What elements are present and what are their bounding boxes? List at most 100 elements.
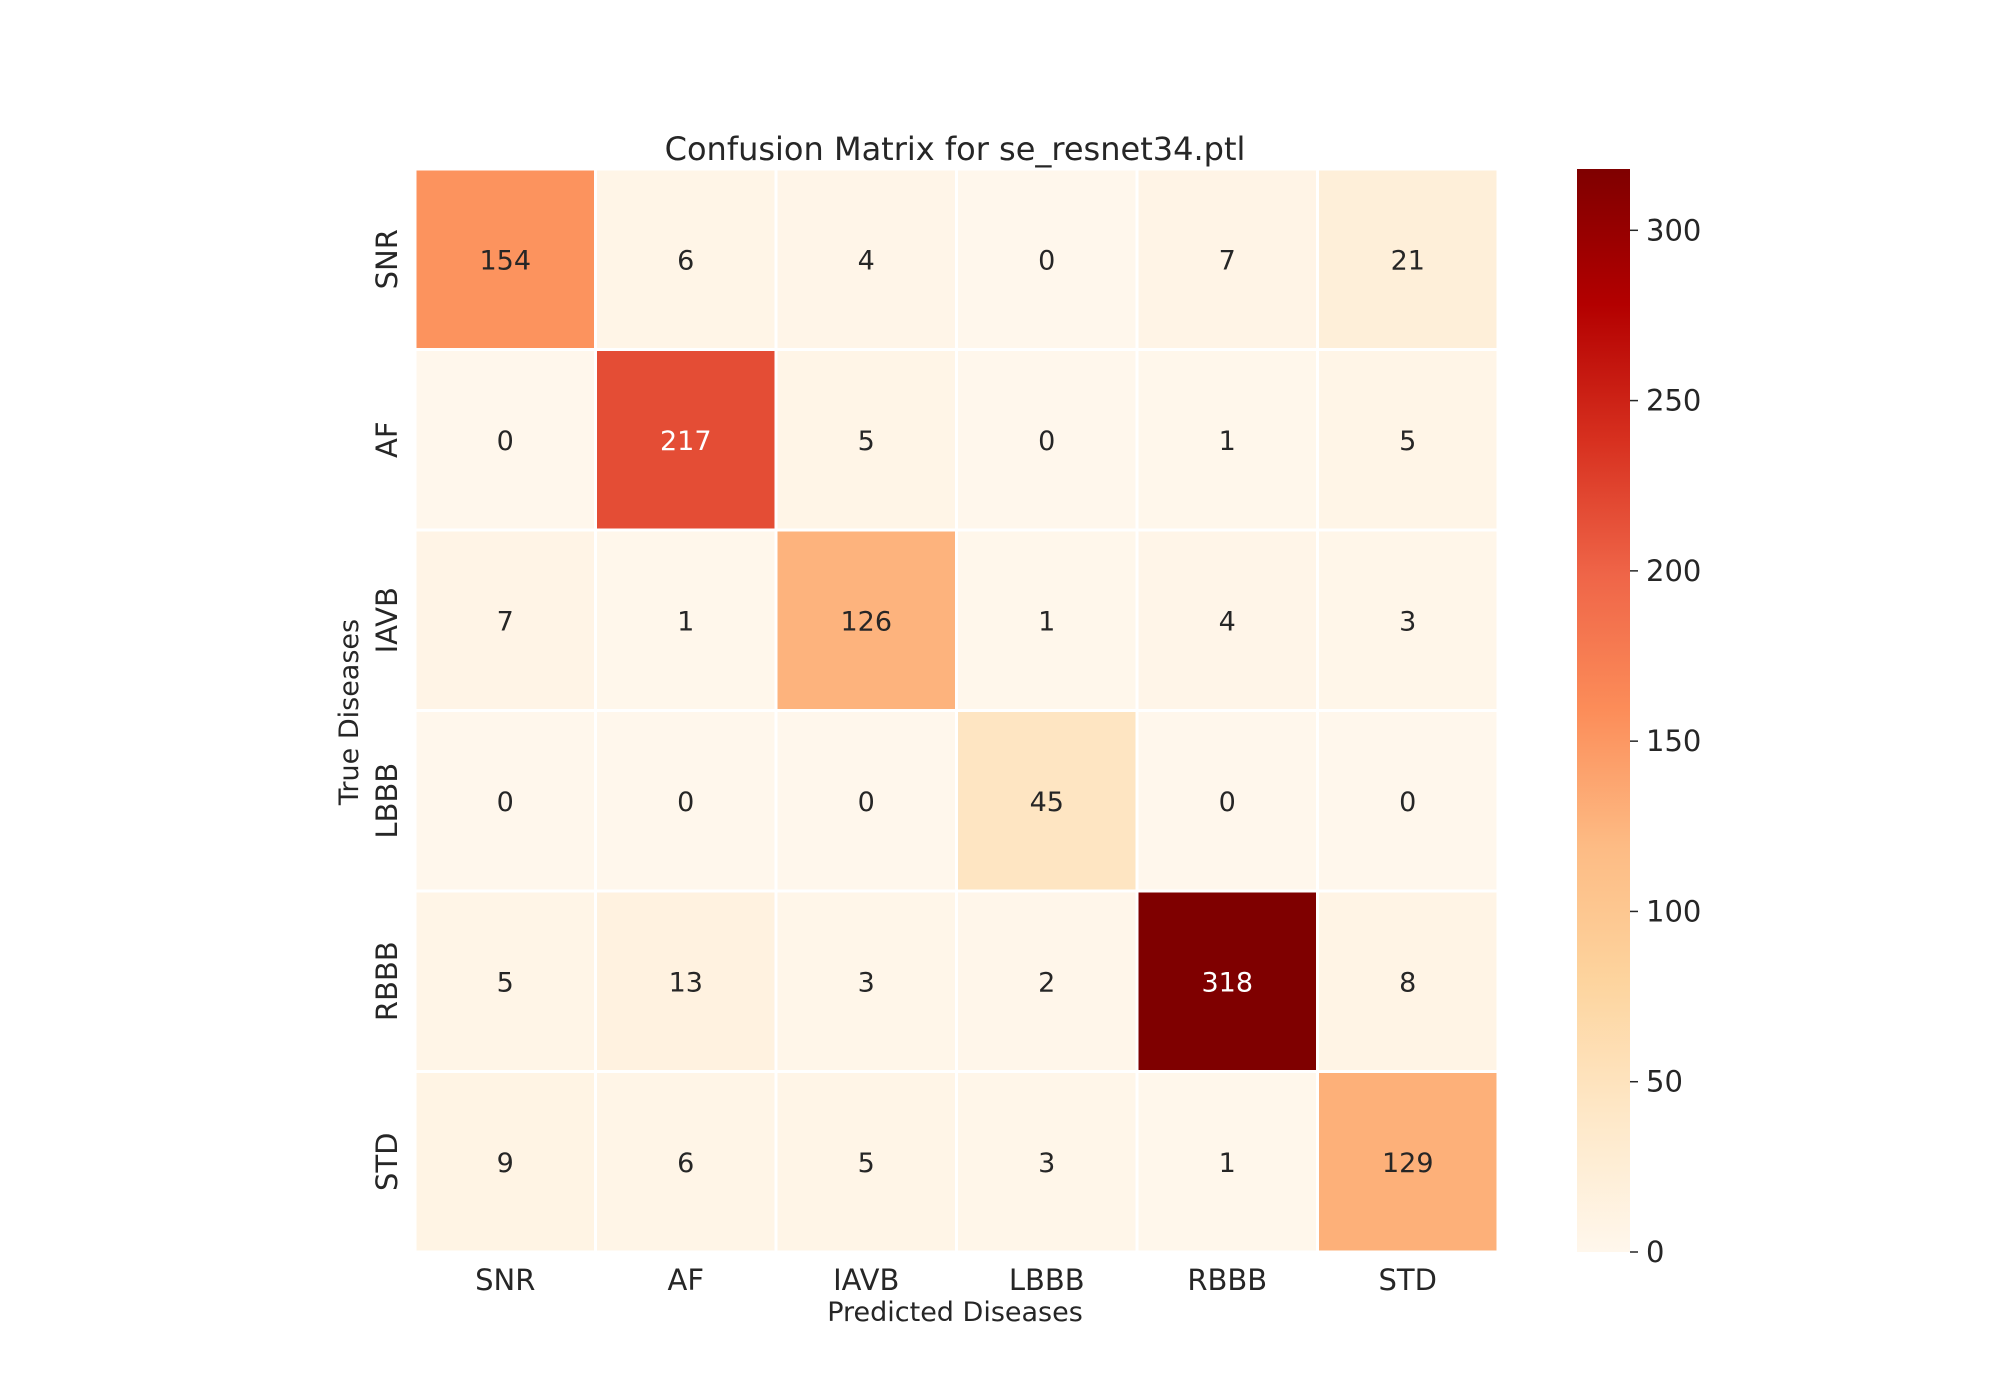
chart-title: Confusion Matrix for se_resnet34.ptl bbox=[665, 130, 1246, 168]
cell-value-3-5: 0 bbox=[1399, 787, 1416, 818]
x-tick-label: STD bbox=[1379, 1263, 1437, 1297]
heatmap-cell-2-3 bbox=[958, 531, 1136, 709]
heatmap-cell-0-3 bbox=[958, 170, 1136, 348]
cell-value-0-4: 7 bbox=[1219, 245, 1236, 276]
colorbar bbox=[1577, 169, 1630, 1252]
cell-value-0-3: 0 bbox=[1038, 245, 1055, 276]
y-tick-labels: SNR AF IAVB LBBB RBBB STD bbox=[370, 229, 404, 1191]
cell-value-3-3: 45 bbox=[1030, 787, 1064, 818]
heatmap-cell-5-0 bbox=[416, 1073, 594, 1251]
cell-value-0-5: 21 bbox=[1391, 245, 1425, 276]
x-tick-label: SNR bbox=[475, 1263, 535, 1297]
y-tick-label: IAVB bbox=[370, 587, 404, 653]
cell-value-4-2: 3 bbox=[858, 967, 875, 998]
cell-value-3-4: 0 bbox=[1219, 787, 1236, 818]
cell-value-0-0: 154 bbox=[479, 245, 531, 276]
cell-value-5-2: 5 bbox=[858, 1148, 875, 1179]
heatmap-cell-4-1 bbox=[597, 892, 775, 1070]
cell-value-1-4: 1 bbox=[1219, 426, 1236, 457]
x-tick-label: RBBB bbox=[1187, 1263, 1267, 1297]
cell-value-0-2: 4 bbox=[858, 245, 875, 276]
cell-value-4-3: 2 bbox=[1038, 967, 1055, 998]
colorbar-tick-label: 100 bbox=[1646, 894, 1701, 928]
cell-value-3-2: 0 bbox=[858, 787, 875, 818]
heatmap-cell-2-5 bbox=[1319, 531, 1497, 709]
cell-value-2-4: 4 bbox=[1219, 606, 1236, 637]
heatmap-cell-4-5 bbox=[1319, 892, 1497, 1070]
heatmap-cell-1-5 bbox=[1319, 351, 1497, 529]
cell-value-5-1: 6 bbox=[677, 1148, 694, 1179]
heatmap-cell-5-4 bbox=[1138, 1073, 1316, 1251]
heatmap-cell-3-4 bbox=[1138, 712, 1316, 890]
y-tick-label: LBBB bbox=[370, 763, 404, 839]
cell-value-5-0: 9 bbox=[497, 1148, 514, 1179]
heatmap-cell-4-3 bbox=[958, 892, 1136, 1070]
cell-value-2-2: 126 bbox=[840, 606, 892, 637]
y-tick-label: STD bbox=[370, 1133, 404, 1191]
x-tick-labels: SNR AF IAVB LBBB RBBB STD bbox=[475, 1263, 1437, 1297]
cell-value-2-1: 1 bbox=[677, 606, 694, 637]
heatmap-cell-1-4 bbox=[1138, 351, 1316, 529]
heatmap-cell-2-0 bbox=[416, 531, 594, 709]
heatmap-cell-1-2 bbox=[777, 351, 955, 529]
cell-value-3-0: 0 bbox=[497, 787, 514, 818]
heatmap-cell-1-0 bbox=[416, 351, 594, 529]
cell-value-1-2: 5 bbox=[858, 426, 875, 457]
colorbar-tick-label: 50 bbox=[1646, 1065, 1683, 1099]
heatmap-cell-4-4 bbox=[1138, 892, 1316, 1070]
colorbar-tick-label: 250 bbox=[1646, 384, 1701, 418]
cell-value-1-0: 0 bbox=[497, 426, 514, 457]
heatmap-cell-3-3 bbox=[958, 712, 1136, 890]
cell-value-0-1: 6 bbox=[677, 245, 694, 276]
x-tick-label: IAVB bbox=[833, 1263, 899, 1297]
y-axis-label: True Diseases bbox=[334, 619, 365, 806]
heatmap-cells: 154 6 4 0 7 210 217 5 0 1 57 1 126 1 4 30 0 0 45 0 05 13 3 2 318… bbox=[416, 170, 1497, 1251]
x-tick-label: AF bbox=[667, 1263, 704, 1297]
colorbar-tick-label: 300 bbox=[1646, 213, 1701, 247]
x-axis-label: Predicted Diseases bbox=[827, 1297, 1083, 1328]
y-tick-label: AF bbox=[370, 421, 404, 458]
heatmap-cell-0-1 bbox=[597, 170, 775, 348]
colorbar-tick-label: 0 bbox=[1646, 1235, 1664, 1269]
cell-value-4-5: 8 bbox=[1399, 967, 1416, 998]
cell-value-1-1: 217 bbox=[660, 426, 712, 457]
cell-value-5-3: 3 bbox=[1038, 1148, 1055, 1179]
heatmap-cell-5-3 bbox=[958, 1073, 1136, 1251]
heatmap-cell-5-2 bbox=[777, 1073, 955, 1251]
heatmap-cell-0-5 bbox=[1319, 170, 1497, 348]
heatmap-cell-3-0 bbox=[416, 712, 594, 890]
heatmap-cell-3-5 bbox=[1319, 712, 1497, 890]
cell-value-4-0: 5 bbox=[497, 967, 514, 998]
heatmap-cell-5-1 bbox=[597, 1073, 775, 1251]
colorbar-ticks: 0 50 100 150 200 250 300 bbox=[1630, 213, 1701, 1269]
heatmap-cell-3-2 bbox=[777, 712, 955, 890]
cell-value-2-5: 3 bbox=[1399, 606, 1416, 637]
colorbar-tick-label: 150 bbox=[1646, 724, 1701, 758]
y-tick-label: SNR bbox=[370, 229, 404, 289]
y-tick-label: RBBB bbox=[370, 941, 404, 1021]
cell-value-4-1: 13 bbox=[669, 967, 703, 998]
cell-value-5-5: 129 bbox=[1382, 1148, 1434, 1179]
cell-value-3-1: 0 bbox=[677, 787, 694, 818]
cell-value-5-4: 1 bbox=[1219, 1148, 1236, 1179]
heatmap-cell-1-3 bbox=[958, 351, 1136, 529]
heatmap-cell-0-2 bbox=[777, 170, 955, 348]
heatmap-cell-5-5 bbox=[1319, 1073, 1497, 1251]
heatmap-cell-0-4 bbox=[1138, 170, 1316, 348]
cell-value-4-4: 318 bbox=[1201, 967, 1253, 998]
colorbar-tick-label: 200 bbox=[1646, 554, 1701, 588]
cell-value-1-5: 5 bbox=[1399, 426, 1416, 457]
heatmap-cell-2-4 bbox=[1138, 531, 1316, 709]
heatmap-cell-4-0 bbox=[416, 892, 594, 1070]
heatmap-cell-2-1 bbox=[597, 531, 775, 709]
cell-value-2-3: 1 bbox=[1038, 606, 1055, 637]
x-tick-label: LBBB bbox=[1009, 1263, 1085, 1297]
heatmap-cell-1-1 bbox=[597, 351, 775, 529]
heatmap-cell-0-0 bbox=[416, 170, 594, 348]
heatmap-cell-3-1 bbox=[597, 712, 775, 890]
cell-value-2-0: 7 bbox=[497, 606, 514, 637]
heatmap-cell-4-2 bbox=[777, 892, 955, 1070]
heatmap-cell-2-2 bbox=[777, 531, 955, 709]
cell-value-1-3: 0 bbox=[1038, 426, 1055, 457]
